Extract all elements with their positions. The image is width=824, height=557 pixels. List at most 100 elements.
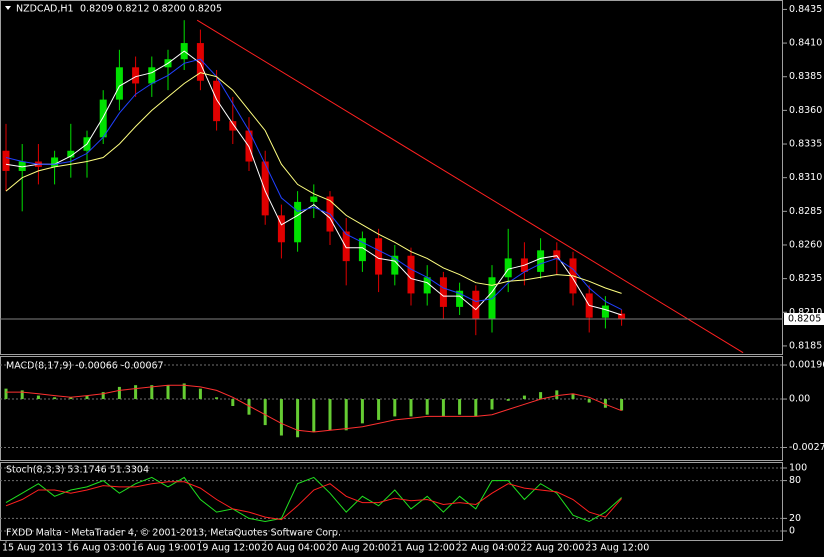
- macd-bar: [603, 399, 607, 408]
- macd-bar: [522, 395, 526, 400]
- candle-body: [342, 231, 350, 262]
- macd-bar: [393, 399, 397, 417]
- y-tick-label: 0.8185: [789, 340, 822, 351]
- x-tick-label: 20 Aug 20:00: [326, 543, 390, 554]
- y-tick-label: -0.00279: [789, 442, 824, 453]
- candle-body: [553, 250, 561, 259]
- candle-body: [456, 290, 464, 307]
- y-tick-label: 0.8385: [789, 71, 822, 82]
- x-tick-label: 21 Aug 12:00: [391, 543, 455, 554]
- candle-body: [407, 255, 415, 294]
- macd-bar: [458, 399, 462, 415]
- candle-body: [213, 80, 221, 122]
- macd-title: MACD(8,17,9) -0.00066 -0.00067: [6, 361, 164, 372]
- x-tick-label: 22 Aug 20:00: [520, 543, 584, 554]
- candle-body: [504, 258, 512, 278]
- y-tick-label: 100: [789, 462, 807, 473]
- ma-line: [5, 72, 622, 294]
- candle-body: [358, 238, 366, 262]
- macd-bar: [101, 392, 105, 400]
- macd-bar: [247, 399, 251, 415]
- macd-bar: [85, 395, 89, 400]
- macd-bar: [134, 385, 138, 400]
- y-tick-label: 0.8285: [789, 206, 822, 217]
- macd-bar: [555, 390, 559, 400]
- signal-line: [6, 384, 622, 433]
- macd-bar: [441, 399, 445, 417]
- macd-bar: [182, 383, 186, 400]
- candle-body: [18, 161, 26, 171]
- y-tick-label: 0.8410: [789, 38, 822, 49]
- x-tick-label: 16 Aug 03:00: [67, 543, 131, 554]
- y-tick-label: 0.8335: [789, 139, 822, 150]
- stoch-title: Stoch(8,3,3) 53.1746 51.3304: [6, 465, 149, 476]
- candle-body: [537, 250, 545, 272]
- x-tick-label: 22 Aug 04:00: [456, 543, 520, 554]
- candle-body: [472, 290, 480, 320]
- macd-bar: [20, 390, 24, 400]
- candle-body: [277, 215, 285, 243]
- y-tick-label: 0.00: [789, 394, 810, 405]
- macd-bar: [296, 399, 300, 438]
- macd-bar: [150, 385, 154, 400]
- candle-body: [51, 157, 59, 167]
- macd-bar: [166, 385, 170, 400]
- macd-bar: [4, 388, 8, 400]
- macd-bar: [377, 399, 381, 420]
- macd-bar: [409, 399, 413, 417]
- x-tick-label: 15 Aug 2013: [2, 543, 63, 554]
- candle-body: [439, 277, 447, 307]
- macd-bar: [36, 395, 40, 400]
- candle-body: [148, 67, 156, 84]
- x-tick-label: 23 Aug 12:00: [585, 543, 649, 554]
- candle-body: [132, 67, 140, 84]
- y-tick-label: 0.8360: [789, 105, 822, 116]
- y-tick-label: 0.8310: [789, 172, 822, 183]
- y-tick-label: 0.8210: [789, 307, 822, 318]
- last-price-box: [784, 313, 824, 326]
- macd-bar: [328, 399, 332, 431]
- candle-body: [391, 255, 399, 275]
- candle-body: [67, 150, 75, 158]
- y-tick-label: 0.8435: [789, 4, 822, 15]
- candle-body: [294, 201, 302, 243]
- macd-bar: [198, 388, 202, 400]
- y-tick-label: 0.8260: [789, 239, 822, 250]
- macd-bar: [490, 399, 494, 410]
- y-tick-label: 80: [789, 475, 801, 486]
- trendline: [196, 19, 744, 354]
- macd-bar: [215, 397, 219, 400]
- candle-body: [115, 67, 123, 100]
- candle-body: [196, 43, 204, 81]
- stoch-line: [5, 481, 622, 521]
- macd-panel: [0, 356, 783, 461]
- macd-bar: [263, 399, 267, 426]
- macd-bar: [620, 399, 624, 411]
- macd-bar: [506, 399, 510, 401]
- stoch-line: [5, 476, 622, 523]
- menu-icon: [5, 6, 11, 10]
- candle-body: [2, 150, 10, 171]
- macd-bar: [474, 399, 478, 417]
- last-price-label: 0.8205: [788, 314, 821, 325]
- y-tick-label: 0.00196: [789, 360, 824, 371]
- macd-bar: [360, 399, 364, 424]
- macd-bar: [53, 397, 57, 400]
- macd-bar: [344, 399, 348, 431]
- candle-body: [423, 277, 431, 294]
- y-tick-label: 20: [789, 513, 801, 524]
- candle-body: [229, 121, 237, 131]
- chart-title: NZDCAD,H1: [16, 4, 74, 15]
- macd-bar: [425, 399, 429, 415]
- candle-body: [601, 305, 609, 318]
- candle-body: [261, 161, 269, 216]
- macd-bar: [279, 399, 283, 436]
- candle-body: [375, 238, 383, 275]
- candle-body: [99, 99, 107, 138]
- macd-bar: [312, 399, 316, 433]
- macd-bar: [231, 399, 235, 407]
- x-tick-label: 16 Aug 19:00: [132, 543, 196, 554]
- macd-bar: [571, 393, 575, 400]
- y-tick-label: 0.8235: [789, 273, 822, 284]
